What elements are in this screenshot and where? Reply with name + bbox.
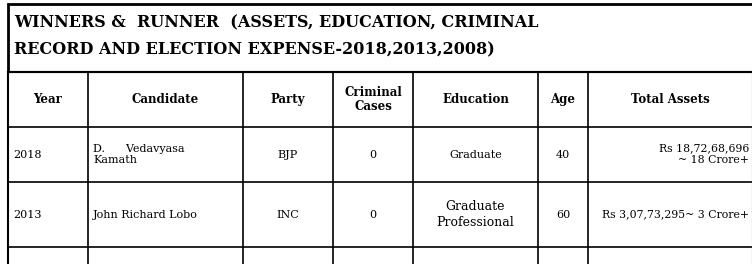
Text: 2013: 2013 xyxy=(13,210,41,219)
Text: D.      Vedavyasa
Kamath: D. Vedavyasa Kamath xyxy=(93,144,185,165)
Text: 0: 0 xyxy=(369,210,377,219)
Text: Total Assets: Total Assets xyxy=(631,93,710,106)
Text: 2018: 2018 xyxy=(13,149,41,159)
Text: Criminal
Cases: Criminal Cases xyxy=(344,86,402,114)
Text: Rs 18,72,68,696
~ 18 Crore+: Rs 18,72,68,696 ~ 18 Crore+ xyxy=(659,144,749,165)
Text: Rs 3,07,73,295~ 3 Crore+: Rs 3,07,73,295~ 3 Crore+ xyxy=(602,210,749,219)
Text: Graduate: Graduate xyxy=(449,149,502,159)
Text: INC: INC xyxy=(277,210,299,219)
Text: 40: 40 xyxy=(556,149,570,159)
Text: WINNERS &  RUNNER  (ASSETS, EDUCATION, CRIMINAL: WINNERS & RUNNER (ASSETS, EDUCATION, CRI… xyxy=(14,15,538,31)
Text: Age: Age xyxy=(550,93,575,106)
Text: Education: Education xyxy=(442,93,509,106)
Text: Candidate: Candidate xyxy=(132,93,199,106)
Text: Year: Year xyxy=(34,93,62,106)
Text: RECORD AND ELECTION EXPENSE-2018,2013,2008): RECORD AND ELECTION EXPENSE-2018,2013,20… xyxy=(14,42,495,59)
Text: Party: Party xyxy=(271,93,305,106)
Text: 0: 0 xyxy=(369,149,377,159)
Text: Graduate
Professional: Graduate Professional xyxy=(437,200,514,229)
Bar xyxy=(8,72,752,264)
Text: John Richard Lobo: John Richard Lobo xyxy=(93,210,198,219)
Text: BJP: BJP xyxy=(278,149,298,159)
Text: 60: 60 xyxy=(556,210,570,219)
